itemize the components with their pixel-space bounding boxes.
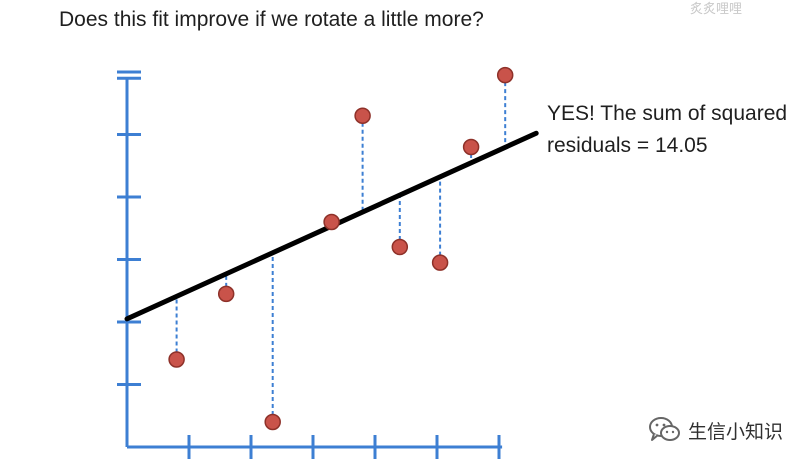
data-point <box>462 138 480 156</box>
data-point <box>354 107 371 124</box>
data-point <box>431 254 449 271</box>
annotation-line-2: residuals = 14.05 <box>547 134 708 157</box>
axes <box>117 70 503 459</box>
watermark: 生信小知识 <box>648 416 783 444</box>
data-point <box>496 66 514 84</box>
data-point <box>168 351 185 368</box>
data-point <box>217 285 235 303</box>
wechat-icon <box>649 417 680 441</box>
data-points <box>168 66 514 431</box>
data-point <box>323 213 340 231</box>
data-point <box>391 238 409 256</box>
watermark-top: 炙炙哩哩 <box>690 1 743 16</box>
data-point <box>264 413 281 431</box>
watermark-brand: 生信小知识 <box>688 421 784 443</box>
question-text: Does this fit improve if we rotate a lit… <box>59 8 484 31</box>
annotation-line-1: YES! The sum of squared <box>547 102 788 125</box>
residual-lines <box>175 75 507 422</box>
annotation-text: YES! The sum of squared residuals = 14.0… <box>547 98 787 162</box>
